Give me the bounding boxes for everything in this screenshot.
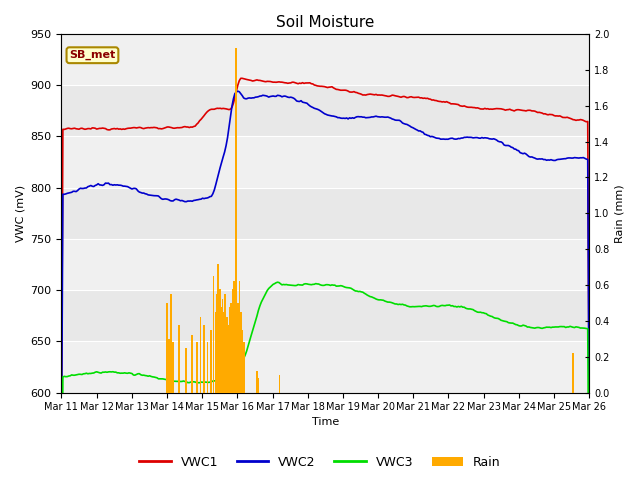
- Bar: [168, 339, 170, 393]
- Bar: [237, 303, 239, 393]
- Bar: [172, 343, 174, 393]
- Y-axis label: Rain (mm): Rain (mm): [615, 184, 625, 243]
- Y-axis label: VWC (mV): VWC (mV): [15, 185, 25, 242]
- Bar: [207, 343, 208, 393]
- Bar: [230, 303, 232, 393]
- Bar: [573, 353, 574, 393]
- Bar: [196, 343, 198, 393]
- Bar: [179, 324, 180, 393]
- Bar: [219, 288, 221, 393]
- Bar: [166, 303, 168, 393]
- Bar: [228, 307, 230, 393]
- Bar: [191, 336, 193, 393]
- Title: Soil Moisture: Soil Moisture: [276, 15, 374, 30]
- Bar: [214, 312, 216, 393]
- Bar: [186, 348, 187, 393]
- Bar: [218, 264, 220, 393]
- Bar: [234, 294, 236, 393]
- Bar: [216, 294, 218, 393]
- Bar: [61, 136, 589, 188]
- Bar: [61, 34, 589, 85]
- Bar: [221, 300, 223, 393]
- Bar: [233, 281, 235, 393]
- Bar: [226, 317, 228, 393]
- Bar: [239, 281, 241, 393]
- Bar: [225, 294, 227, 393]
- Bar: [223, 312, 225, 393]
- Bar: [243, 343, 244, 393]
- Legend: VWC1, VWC2, VWC3, Rain: VWC1, VWC2, VWC3, Rain: [134, 451, 506, 474]
- Bar: [256, 371, 257, 393]
- Bar: [61, 341, 589, 393]
- Bar: [240, 312, 242, 393]
- Bar: [170, 294, 172, 393]
- X-axis label: Time: Time: [312, 417, 339, 427]
- Bar: [232, 288, 234, 393]
- Text: SB_met: SB_met: [69, 50, 116, 60]
- Bar: [236, 48, 237, 393]
- Bar: [257, 378, 259, 393]
- Bar: [210, 330, 212, 393]
- Bar: [200, 317, 201, 393]
- Bar: [278, 375, 280, 393]
- Bar: [203, 324, 205, 393]
- Bar: [227, 324, 229, 393]
- Bar: [220, 307, 222, 393]
- Bar: [241, 330, 243, 393]
- Bar: [61, 239, 589, 290]
- Bar: [212, 276, 214, 393]
